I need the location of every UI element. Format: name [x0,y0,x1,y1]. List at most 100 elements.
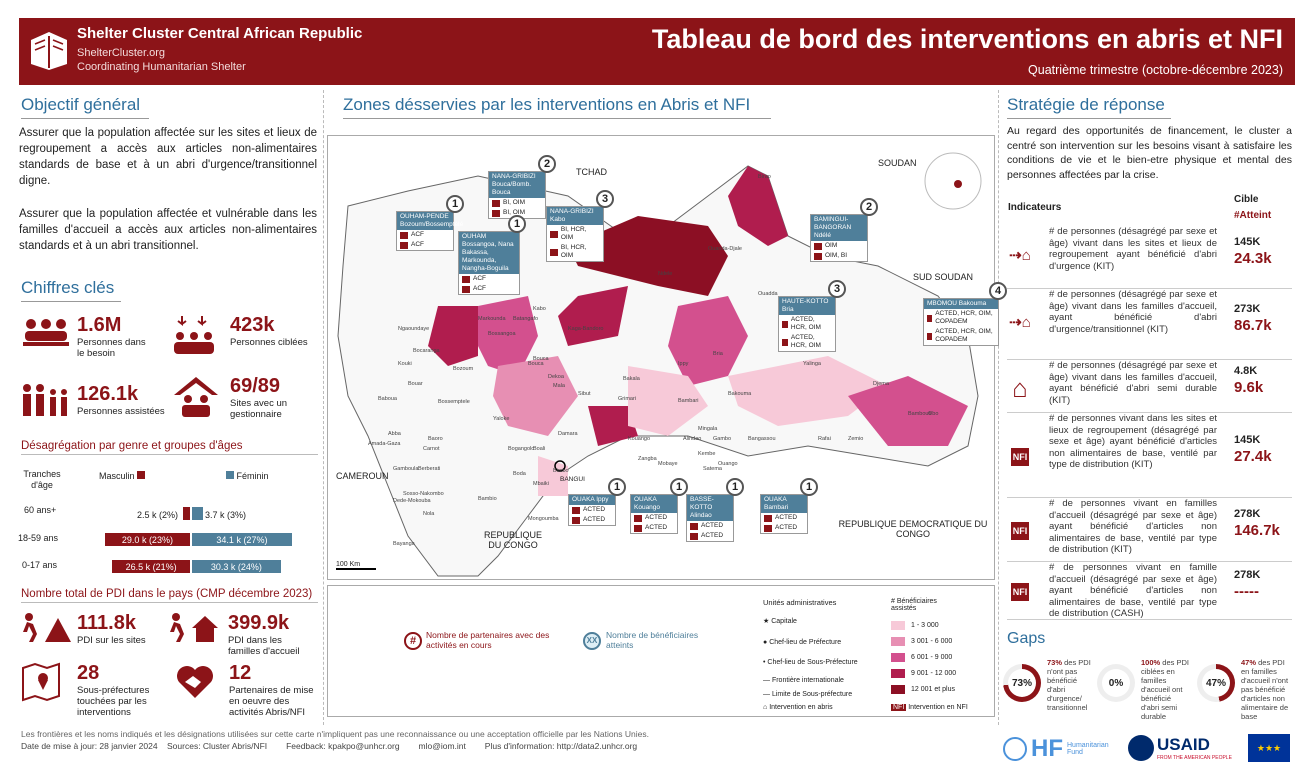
callout-row: BI, HCR, OIM [547,243,603,261]
col-indicateurs: Indicateurs [1008,202,1062,213]
gap-ring: 0% [1097,664,1135,702]
town-label: Bouar [408,381,423,387]
town-label: Gamboula [393,466,419,472]
nfi-icon [690,532,698,540]
shelter-icon [690,522,698,530]
callout-box: HAUTE-KOTTO Bria ACTED, HCR, OIM ACTED, HC… [778,296,836,352]
nfi-icon: NFI [1007,568,1033,601]
town-label: Dede-Mokouba [393,498,431,504]
town-label: Bambio [478,496,497,502]
org-tagline: Coordinating Humanitarian Shelter [77,61,246,73]
male-legend: Masculin [99,471,146,481]
town-label: Bozoum [453,366,474,372]
legend-souspref: • Chef-lieu de Sous-Préfecture [763,659,858,666]
callout-row: ACTED, HCR, OIM, COPADEM [924,309,998,327]
female-value: 3.7 k (3%) [205,510,247,520]
female-bar: 34.1 k (27%) [192,533,292,546]
figure-value: 423k [230,314,275,336]
town-label: Boali [533,446,546,452]
legend-class: 3 001 - 6 000 [891,637,952,646]
partner-count-badge: 1 [670,478,688,496]
town-label: Amada-Gaza [368,441,401,447]
figure-value: 126.1k [77,383,139,405]
indicator-target: 278K [1234,508,1261,520]
shelter-icon [782,320,788,328]
town-label: Yalinga [803,361,821,367]
town-label: Baboua [378,396,397,402]
town-label: Alindao [683,436,702,442]
country-label: REPUBLIQUE DEMOCRATIQUE DU CONGO [838,519,988,539]
gap-item: 47% 47% des PDI en familles d'accueil n'o… [1197,658,1291,721]
callout-row: BI, HCR, OIM [547,225,603,243]
disclaimer: Les frontières et les noms indiqués et l… [21,729,649,739]
nfi-icon: NFI [1007,419,1033,466]
col-atteint: #Atteint [1234,210,1272,221]
town-label: Ippy [678,361,689,367]
town-label: Bouca [533,356,549,362]
country-label: TCHAD [576,167,607,177]
callout-row: ACTED [569,515,615,525]
legend-capital: ★ Capitale [763,618,797,625]
callout-box: OUHAM Bossangoa, Nana Bakassa, Markounda… [458,231,520,295]
indicator-achieved: 27.4k [1234,447,1272,465]
indicator-desc: # de personnes vivant dans les sites et … [1049,413,1217,470]
figure-value: 69/89 [230,375,281,397]
callout-box: BASSE-KOTTO Alindao ACTED ACTED [686,494,734,542]
scale-label: 100 Km [336,561,361,568]
usaid-seal-icon [1128,735,1154,761]
country-label: REPUBLIQUE DU CONGO [483,530,543,550]
town-label: Bimbo [553,468,569,474]
shelter-icon [462,275,470,283]
car-map[interactable]: TCHAD SOUDAN SUD SOUDAN CAMEROUN REPUBLI… [327,135,1007,580]
indicator-target: 4.8K [1234,364,1258,377]
legend-benef: Nombre de bénéficiaires atteints [606,630,699,650]
legend-class: 9 001 - 12 000 [891,669,956,678]
town-label: Mala [553,383,565,389]
iom-email-link[interactable]: mlo@iom.int [418,741,466,751]
footer-line: Date de mise à jour: 28 janvier 2024 Sou… [21,741,638,751]
callout-box: OUAKA Bambari ACTED ACTED [760,494,808,534]
feedback-link[interactable]: Feedback: kpakpo@unhcr.org [286,741,400,751]
indicator-desc: # de personnes (désagrégé par sexe et âg… [1049,226,1217,272]
callout-title: HAUTE-KOTTO Bria [779,297,835,315]
town-label: Dekoa [548,374,564,380]
callout-row: OIM, BI [811,251,867,261]
hf-logo: HF Humanitarian Fund [1003,735,1109,763]
town-label: Mingala [698,426,718,432]
figure-label: Sous-préfectures touchées par les interv… [77,685,150,718]
figure-label: Personnes ciblées [230,337,308,348]
town-label: Bakouma [728,391,752,397]
legend-pref: ● Chef-lieu de Préfecture [763,639,842,646]
figure-label: Partenaires de mise en oeuvre des activi… [229,685,314,718]
town-label: Bocaranga [413,348,440,354]
nfi-icon [550,248,558,256]
town-label: Bossangoa [488,331,516,337]
callout-row: ACF [459,284,519,294]
person-to-shelter-icon: ⇢⌂ [1009,313,1031,331]
org-url[interactable]: ShelterCluster.org [77,47,166,59]
header-banner: Shelter Cluster Central African Republic… [19,18,1295,85]
age-label: 60 ans+ [24,505,57,515]
indicator-target: 273K [1234,302,1261,315]
female-legend: Féminin [226,471,269,481]
gap-text: 47% des PDI en familles d'accueil n'ont … [1241,658,1289,721]
page-title: Tableau de bord des interventions en abr… [651,24,1283,54]
town-label: Zemio [848,436,864,442]
more-info-link[interactable]: Plus d'information: http://data2.unhcr.o… [484,741,638,751]
town-label: Kouango [628,436,651,442]
target-people-icon [174,316,214,354]
shelter-icon [927,314,933,322]
key-figure-assisted: 126.1k Personnes assistées [21,383,165,417]
locator-map [924,152,982,210]
male-bar: 26.5 k (21%) [112,560,190,573]
callout-box: OUHAM-PENDE Bozoum/Bossemptélé ACF ACF [396,211,463,251]
callout-box: OUAKA Kouango ACTED ACTED [630,494,678,534]
person-to-tent-icon [23,613,71,642]
partner-count-icon: # [404,632,422,650]
indicator-achieved: 9.6k [1234,378,1264,396]
callout-title: BAMINGUI-BANGORAN Ndélé [811,215,867,241]
person-to-house-icon [170,613,218,642]
callout-row: ACF [397,240,453,250]
indicator-achieved: ----- [1234,583,1259,600]
callout-title: OUAKA Ippy [569,495,615,505]
